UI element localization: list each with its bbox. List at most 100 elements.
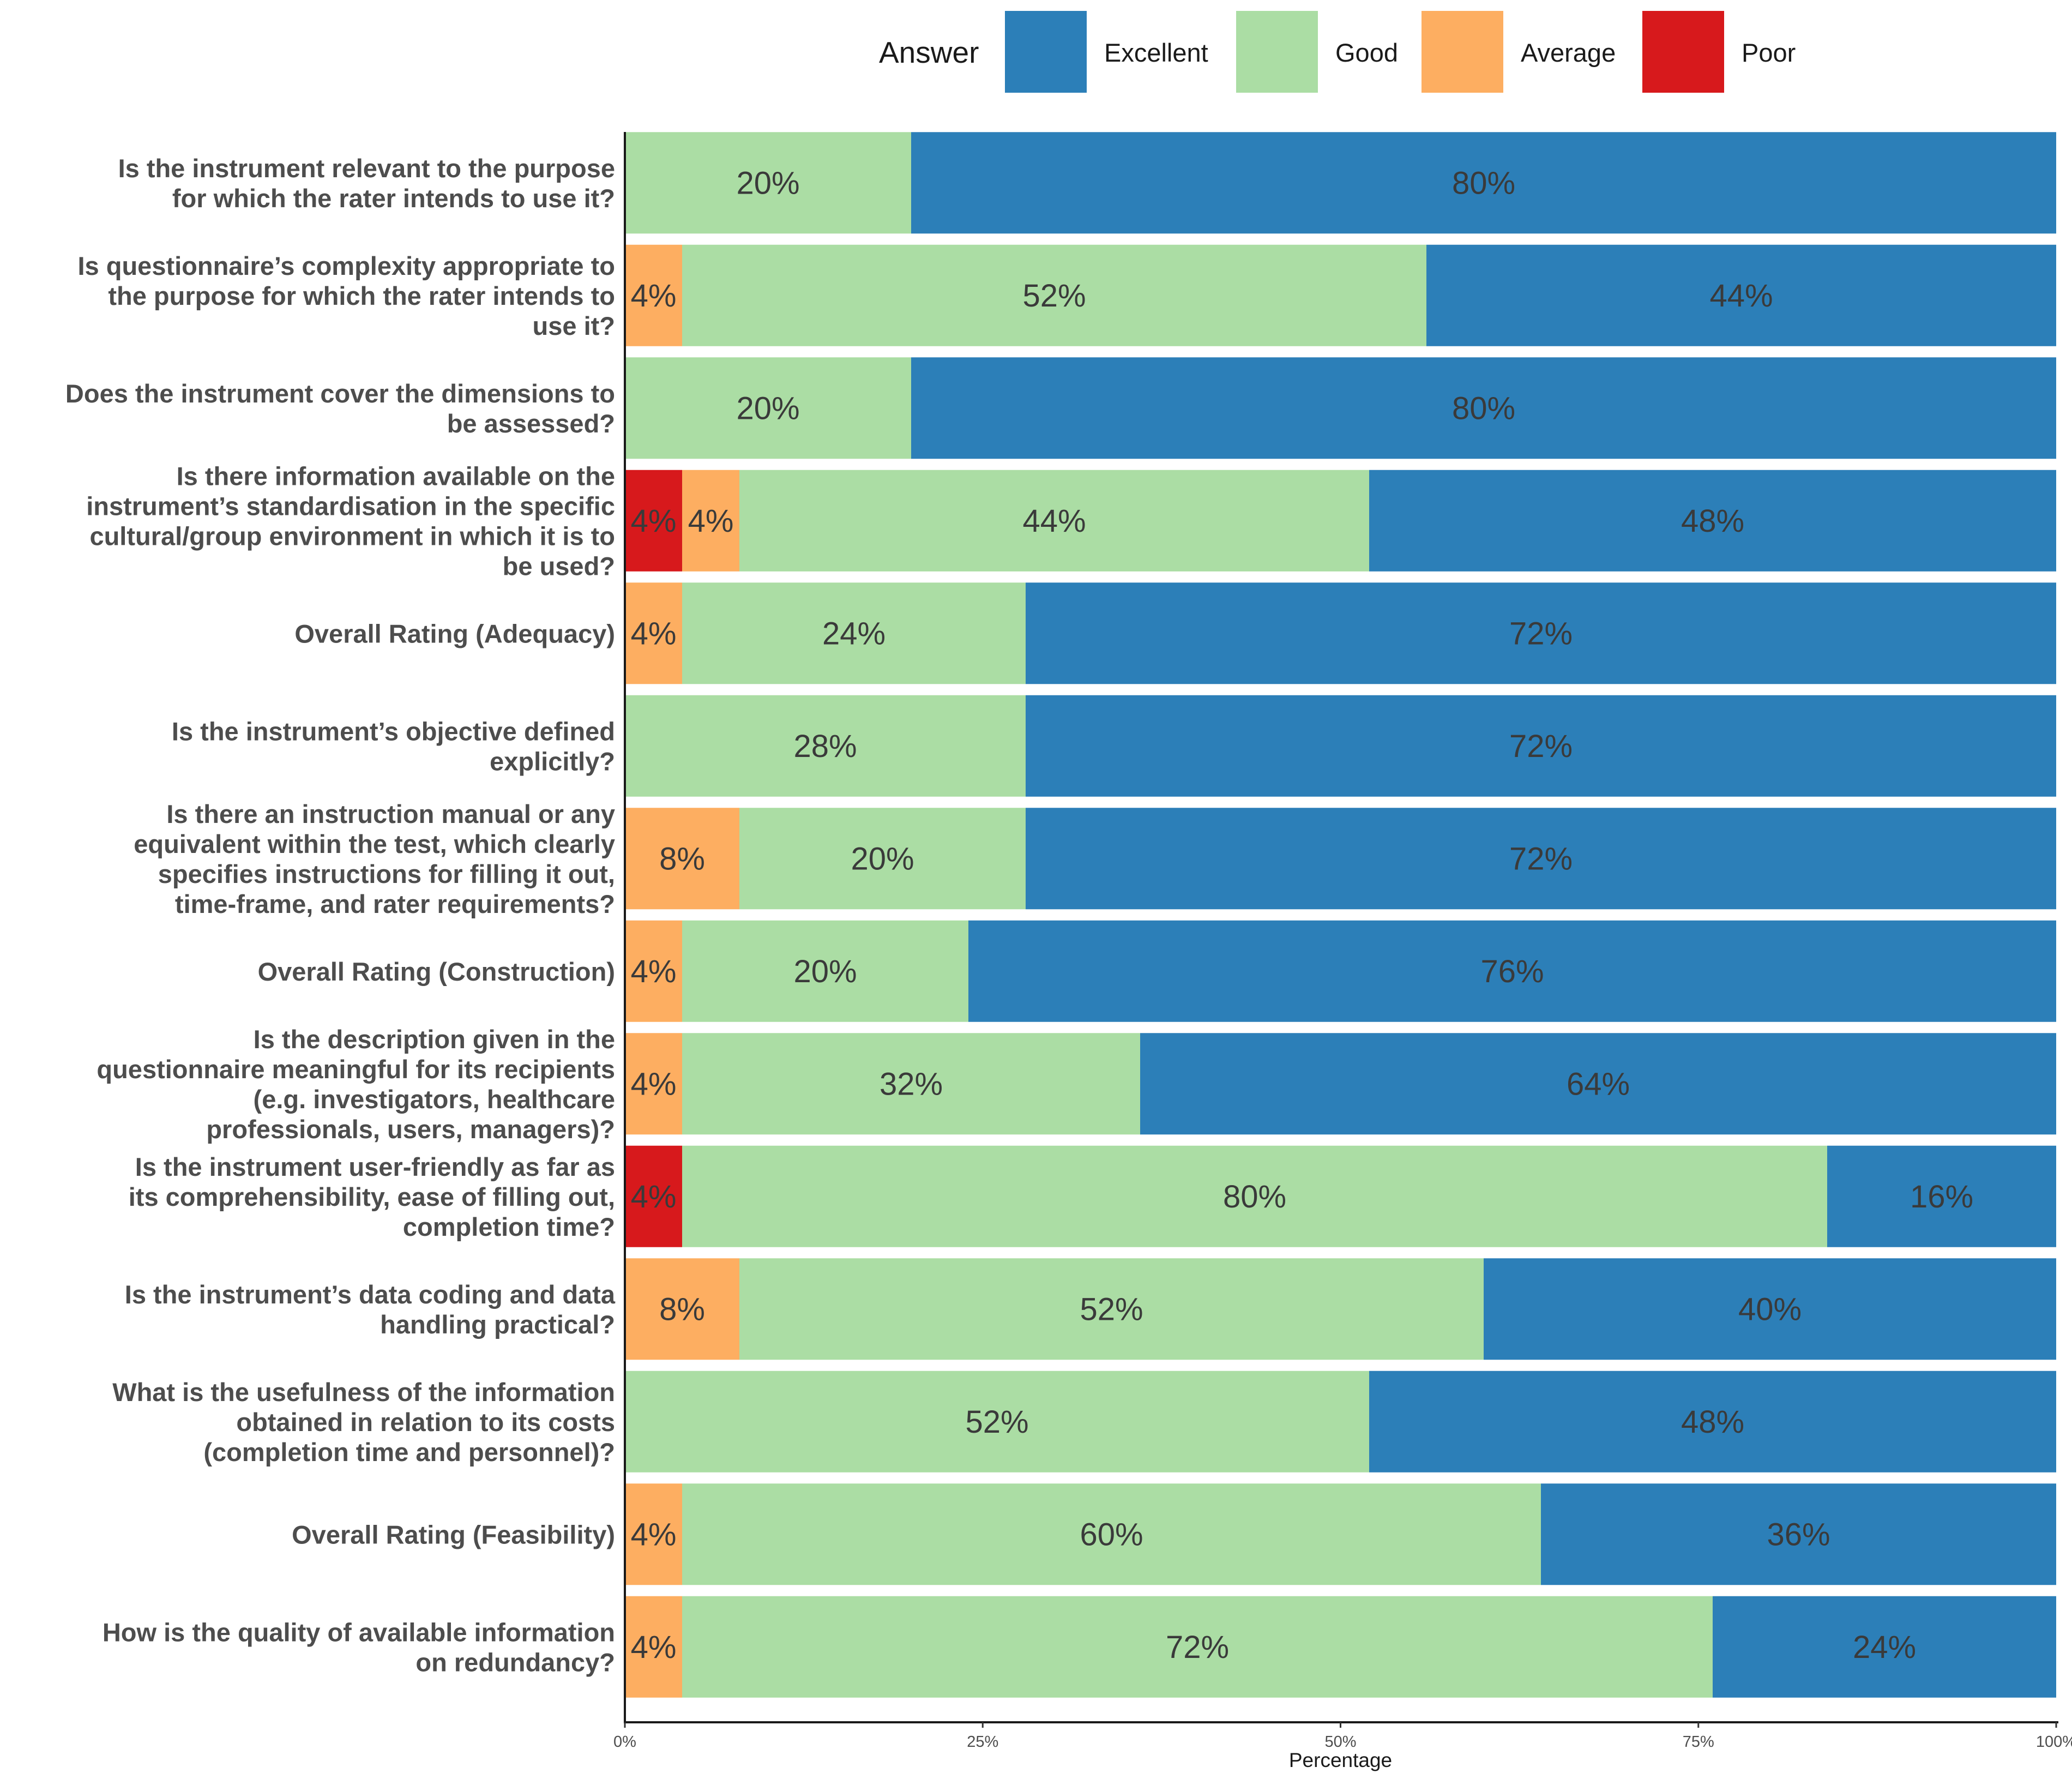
bar-row: 8% 52% 40% bbox=[625, 1258, 2056, 1360]
bar-segment-excellent bbox=[968, 920, 2056, 1022]
data-label-good: 44% bbox=[1022, 503, 1086, 539]
data-label-excellent: 24% bbox=[1853, 1630, 1916, 1665]
bar-segment-excellent bbox=[911, 357, 2056, 459]
bar-segment-good bbox=[682, 1145, 1827, 1247]
data-label-average: 4% bbox=[631, 616, 677, 651]
bar-row: 4% 72% 24% bbox=[625, 1596, 2056, 1698]
bar-segment-excellent bbox=[1484, 1258, 2056, 1360]
bar-segment-good bbox=[625, 695, 1026, 797]
legend-swatch-excellent bbox=[1005, 11, 1087, 93]
bar-segment-good bbox=[625, 357, 911, 459]
bar-segment-good bbox=[682, 1596, 1713, 1698]
bar-segment-average bbox=[625, 808, 739, 910]
legend-swatch-poor bbox=[1642, 11, 1724, 93]
x-axis-title: Percentage bbox=[1289, 1749, 1392, 1771]
bar-segment-good bbox=[682, 920, 968, 1022]
category-label: What is the usefulness of the informatio… bbox=[112, 1378, 615, 1467]
data-label-excellent: 64% bbox=[1567, 1066, 1630, 1102]
bar-segment-excellent bbox=[1369, 470, 2056, 572]
category-label: Is questionnaire’s complexity appropriat… bbox=[78, 251, 616, 340]
bar-segment-good bbox=[625, 132, 911, 234]
bar-row: 4% 4% 44% 48% bbox=[625, 470, 2056, 572]
bar-segment-good bbox=[625, 1371, 1369, 1473]
bar-segment-average bbox=[625, 244, 682, 346]
bar-segment-good bbox=[682, 582, 1026, 684]
data-label-average: 4% bbox=[631, 954, 677, 989]
data-label-excellent: 80% bbox=[1452, 390, 1515, 426]
data-label-average: 4% bbox=[631, 278, 677, 314]
data-label-good: 24% bbox=[822, 616, 886, 651]
category-label: Is the instrument’s objective defined exp… bbox=[172, 717, 615, 776]
category-label: Is the instrument’s data coding and data… bbox=[125, 1280, 616, 1339]
data-label-good: 20% bbox=[793, 954, 857, 989]
bars: 20% 80% 4% 52% 44% 20% 80% 4% 4% 44% 48% 4% 24% 72% 28… bbox=[625, 132, 2056, 1698]
data-label-good: 32% bbox=[880, 1066, 943, 1102]
bar-row: 8% 20% 72% bbox=[625, 808, 2056, 910]
bar-row: 4% 80% 16% bbox=[625, 1145, 2056, 1247]
data-label-good: 80% bbox=[1223, 1179, 1286, 1215]
bar-segment-poor bbox=[625, 470, 682, 572]
bar-segment-excellent bbox=[1713, 1596, 2056, 1698]
bar-segment-good bbox=[682, 244, 1426, 346]
legend: Answer Excellent Good Average Poor bbox=[879, 11, 1796, 93]
bar-segment-excellent bbox=[1369, 1371, 2056, 1473]
bar-row: 20% 80% bbox=[625, 357, 2056, 459]
data-label-excellent: 48% bbox=[1681, 503, 1744, 539]
category-label: Overall Rating (Feasibility) bbox=[292, 1520, 615, 1549]
bar-row: 4% 52% 44% bbox=[625, 244, 2056, 346]
legend-swatch-average bbox=[1422, 11, 1503, 93]
bar-row: 52% 48% bbox=[625, 1371, 2056, 1473]
bar-segment-average bbox=[682, 470, 739, 572]
bar-segment-good bbox=[682, 1033, 1140, 1135]
legend-title: Answer bbox=[879, 35, 979, 69]
data-label-excellent: 44% bbox=[1709, 278, 1773, 314]
category-label: Overall Rating (Construction) bbox=[258, 957, 615, 986]
x-tick-label: 25% bbox=[967, 1733, 998, 1751]
bar-row: 4% 32% 64% bbox=[625, 1033, 2056, 1135]
data-label-average: 4% bbox=[631, 1517, 677, 1552]
bar-segment-excellent bbox=[1026, 582, 2056, 684]
bar-segment-good bbox=[739, 470, 1369, 572]
legend-swatch-good bbox=[1236, 11, 1318, 93]
x-tick-label: 0% bbox=[613, 1733, 636, 1751]
data-label-excellent: 80% bbox=[1452, 165, 1515, 201]
bar-segment-poor bbox=[625, 1145, 682, 1247]
category-label: Overall Rating (Adequacy) bbox=[294, 619, 615, 648]
legend-label-good: Good bbox=[1335, 38, 1398, 67]
bar-row: 4% 24% 72% bbox=[625, 582, 2056, 684]
data-label-average: 4% bbox=[631, 1066, 677, 1102]
data-label-good: 52% bbox=[1022, 278, 1086, 314]
bar-segment-average bbox=[625, 920, 682, 1022]
bar-row: 4% 60% 36% bbox=[625, 1483, 2056, 1585]
legend-label-excellent: Excellent bbox=[1104, 38, 1208, 67]
bar-segment-excellent bbox=[911, 132, 2056, 234]
bar-segment-excellent bbox=[1541, 1483, 2056, 1585]
data-label-good: 52% bbox=[965, 1404, 1028, 1440]
data-label-excellent: 76% bbox=[1480, 954, 1544, 989]
data-label-excellent: 72% bbox=[1509, 841, 1573, 876]
bar-segment-excellent bbox=[1140, 1033, 2056, 1135]
data-label-average: 4% bbox=[688, 503, 734, 539]
category-label: Is the instrument user-friendly as far a… bbox=[129, 1152, 615, 1241]
bar-segment-excellent bbox=[1026, 808, 2056, 910]
category-label: Is there an instruction manual or any equ… bbox=[134, 800, 615, 918]
bar-segment-average bbox=[625, 1483, 682, 1585]
data-label-good: 60% bbox=[1080, 1517, 1143, 1552]
bar-segment-average bbox=[625, 582, 682, 684]
bar-segment-good bbox=[682, 1483, 1541, 1585]
data-label-excellent: 72% bbox=[1509, 616, 1573, 651]
data-label-excellent: 48% bbox=[1681, 1404, 1744, 1440]
data-label-excellent: 36% bbox=[1767, 1517, 1830, 1552]
bar-row: 4% 20% 76% bbox=[625, 920, 2056, 1022]
legend-label-average: Average bbox=[1521, 38, 1616, 67]
bar-row: 28% 72% bbox=[625, 695, 2056, 797]
data-label-good: 20% bbox=[736, 390, 799, 426]
bar-segment-excellent bbox=[1827, 1145, 2056, 1247]
data-label-excellent: 40% bbox=[1738, 1291, 1802, 1327]
data-label-poor: 4% bbox=[631, 503, 677, 539]
data-label-average: 4% bbox=[631, 1630, 677, 1665]
data-label-good: 72% bbox=[1166, 1630, 1229, 1665]
data-label-good: 28% bbox=[793, 729, 857, 764]
x-tick-label: 100% bbox=[2036, 1733, 2072, 1751]
